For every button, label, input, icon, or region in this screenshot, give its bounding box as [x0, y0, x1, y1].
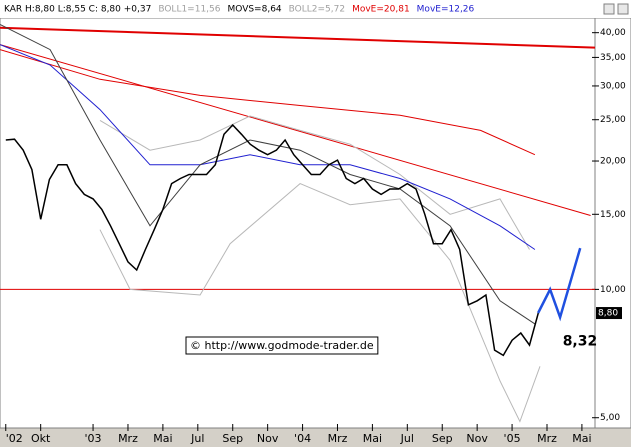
x-tick-label: Mai: [572, 432, 591, 445]
y-tick-label: 10,00: [600, 285, 626, 295]
series-line: [99, 183, 541, 423]
last-price-label: 8,80: [598, 309, 618, 319]
last-price-box: [596, 307, 622, 320]
header-text: BOLL2=5,72: [289, 5, 345, 15]
x-tick-label: Sep: [432, 432, 453, 445]
x-tick-label: Mrz: [537, 432, 557, 445]
window-button[interactable]: [603, 3, 615, 15]
y-tick-label: 35,00: [600, 53, 626, 63]
series-line: [536, 247, 582, 322]
x-tick-label: Jul: [400, 432, 414, 445]
series-line: [0, 44, 536, 250]
copyright-box: [185, 336, 379, 355]
series-line: [0, 49, 536, 156]
x-tick-label: '03: [85, 432, 102, 445]
y-tick-label: 20,00: [600, 157, 626, 167]
y-tick-label: 5,00: [600, 413, 620, 423]
x-tick-label: Sep: [222, 432, 243, 445]
x-tick-label: '04: [294, 432, 311, 445]
x-tick-label: Mai: [153, 432, 172, 445]
header-text: BOLL1=11,56: [158, 5, 220, 15]
window-button[interactable]: [617, 3, 629, 15]
header-text: MOVS=8,64: [228, 5, 282, 15]
x-tick-label: '05: [504, 432, 521, 445]
x-tick-label: Mai: [363, 432, 382, 445]
series-line: [0, 44, 591, 216]
annotation: 8,32: [563, 333, 598, 349]
header-text: MovE=12,26: [417, 5, 475, 15]
series-line: [0, 24, 536, 325]
y-axis-area: [594, 17, 631, 429]
x-tick-label: Nov: [466, 432, 488, 445]
y-tick-label: 40,00: [600, 28, 626, 38]
series-line: [0, 26, 596, 49]
header-text: KAR H:8,80 L:8,55 C: 8,80 +0,37: [4, 5, 151, 15]
x-tick-label: '02: [6, 432, 23, 445]
header-bar: [0, 0, 631, 18]
plot-area: [0, 17, 596, 429]
x-tick-label: Mrz: [118, 432, 138, 445]
y-tick-label: 15,00: [600, 210, 626, 220]
x-tick-label: Okt: [31, 432, 51, 445]
y-tick-label: 25,00: [600, 115, 626, 125]
copyright: © http://www.godmode-trader.de: [190, 339, 374, 352]
y-tick-label: 30,00: [600, 81, 626, 91]
x-tick-label: Nov: [257, 432, 279, 445]
x-tick-label: Jul: [190, 432, 204, 445]
series-line: [5, 123, 540, 357]
header-text: MovE=20,81: [352, 5, 410, 15]
x-tick-label: Mrz: [328, 432, 348, 445]
series-line: [99, 115, 530, 250]
